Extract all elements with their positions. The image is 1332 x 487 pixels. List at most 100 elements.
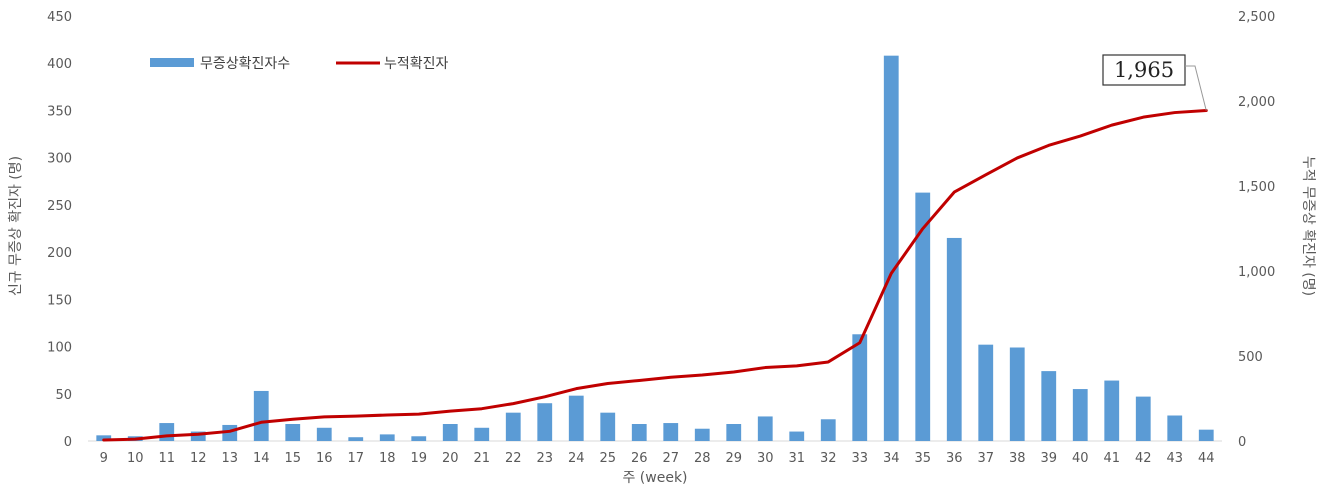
bar <box>568 395 584 441</box>
bar <box>789 431 805 441</box>
bar <box>600 412 616 441</box>
y-right-tick-label: 1,000 <box>1238 265 1275 280</box>
bar <box>253 390 269 441</box>
callout-annotation: 1,965 <box>1102 54 1207 111</box>
bar <box>285 424 301 441</box>
bar <box>474 427 490 441</box>
x-tick-label: 12 <box>190 451 207 466</box>
y-left-tick-label: 450 <box>47 10 72 25</box>
bar <box>694 428 710 441</box>
x-tick-label: 31 <box>788 451 805 466</box>
y-right-tick-label: 0 <box>1238 435 1246 450</box>
bar <box>411 436 427 441</box>
bar <box>159 423 175 441</box>
bar <box>316 427 332 441</box>
x-tick-label: 23 <box>536 451 553 466</box>
x-tick-label: 15 <box>284 451 301 466</box>
y-left-tick-label: 0 <box>64 435 72 450</box>
left-axis-ticks: 0 50 100 150 200 250 300 350 400 450 <box>47 10 72 450</box>
y-left-tick-label: 50 <box>55 388 72 403</box>
bar <box>96 435 112 441</box>
x-tick-label: 20 <box>442 451 459 466</box>
callout-box <box>1102 54 1186 86</box>
x-tick-label: 44 <box>1198 451 1215 466</box>
y-left-tick-label: 200 <box>47 246 72 261</box>
x-tick-label: 14 <box>253 451 270 466</box>
bar <box>757 416 773 441</box>
y-left-tick-label: 400 <box>47 57 72 72</box>
line-series <box>102 109 1208 442</box>
x-tick-label: 28 <box>694 451 711 466</box>
bar <box>978 344 994 441</box>
bar <box>379 434 395 441</box>
x-axis-ticks: 9 10 11 12 13 14 15 16 17 18 19 20 21 22 23 24 25 26 27 28 2… <box>100 451 1215 466</box>
legend-label-bar: 무증상확진자수 <box>200 56 290 72</box>
x-tick-label: 19 <box>410 451 427 466</box>
bar <box>726 424 742 441</box>
callout-value: 1,965 <box>1114 58 1174 82</box>
bar <box>946 237 962 441</box>
bar <box>852 334 868 441</box>
bar <box>1041 371 1057 441</box>
bar <box>505 412 521 441</box>
x-tick-label: 30 <box>757 451 774 466</box>
legend-label-line: 누적확진자 <box>384 56 449 72</box>
legend-swatch-bar <box>150 58 194 67</box>
x-tick-label: 37 <box>977 451 994 466</box>
bar <box>348 437 364 441</box>
cumulative-line <box>102 109 1208 442</box>
bar <box>915 192 931 441</box>
bar <box>663 423 679 441</box>
bar <box>1135 396 1151 441</box>
x-tick-label: 40 <box>1072 451 1089 466</box>
y-left-tick-label: 300 <box>47 152 72 167</box>
x-tick-label: 26 <box>631 451 648 466</box>
x-tick-label: 21 <box>473 451 490 466</box>
x-tick-label: 27 <box>662 451 679 466</box>
bar-series <box>96 55 1214 442</box>
x-tick-label: 24 <box>568 451 585 466</box>
y-right-tick-label: 2,500 <box>1238 10 1275 25</box>
x-tick-label: 35 <box>914 451 931 466</box>
bar <box>190 431 206 441</box>
x-tick-label: 36 <box>946 451 963 466</box>
x-tick-label: 42 <box>1135 451 1152 466</box>
y-left-tick-label: 250 <box>47 199 72 214</box>
x-tick-label: 43 <box>1166 451 1183 466</box>
x-tick-label: 41 <box>1103 451 1120 466</box>
x-tick-label: 25 <box>599 451 616 466</box>
x-tick-label: 39 <box>1040 451 1057 466</box>
bar <box>820 419 836 441</box>
x-tick-label: 33 <box>851 451 868 466</box>
bar <box>1009 347 1025 441</box>
x-tick-label: 29 <box>725 451 742 466</box>
x-tick-label: 18 <box>379 451 396 466</box>
x-tick-label: 22 <box>505 451 522 466</box>
x-axis-title: 주 (week) <box>622 470 687 486</box>
y-left-tick-label: 100 <box>47 341 72 356</box>
legend: 무증상확진자수 누적확진자 <box>150 56 449 72</box>
y-right-tick-label: 500 <box>1238 350 1263 365</box>
y-right-tick-label: 2,000 <box>1238 95 1275 110</box>
x-tick-label: 16 <box>316 451 333 466</box>
right-axis-ticks: 0 500 1,000 1,500 2,000 2,500 <box>1238 10 1275 450</box>
bar <box>631 424 647 441</box>
bar <box>537 403 553 441</box>
bar <box>1104 380 1120 441</box>
x-tick-label: 13 <box>221 451 238 466</box>
x-tick-label: 32 <box>820 451 837 466</box>
y-right-tick-label: 1,500 <box>1238 180 1275 195</box>
y-left-tick-label: 350 <box>47 104 72 119</box>
bar <box>1167 415 1183 441</box>
y-axis-left-title: 신규 무증상 확진자 (명) <box>8 156 24 296</box>
x-tick-label: 38 <box>1009 451 1026 466</box>
bar <box>883 55 899 442</box>
x-tick-label: 34 <box>883 451 900 466</box>
y-axis-right-title: 누적 무증상 확진자 (명) <box>1300 156 1316 296</box>
bar <box>1072 389 1088 441</box>
x-tick-label: 17 <box>347 451 364 466</box>
bar <box>1198 429 1214 441</box>
x-tick-label: 11 <box>158 451 175 466</box>
